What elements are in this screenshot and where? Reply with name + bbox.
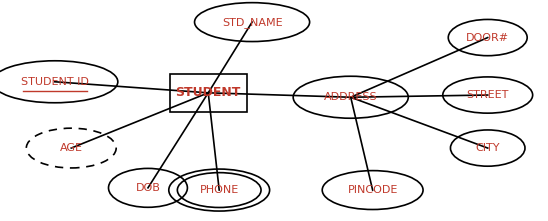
Text: AGE: AGE	[60, 143, 83, 153]
Text: DOOR#: DOOR#	[466, 32, 509, 43]
Text: PHONE: PHONE	[199, 185, 239, 195]
Text: STD_NAME: STD_NAME	[222, 17, 282, 28]
Text: ADDRESS: ADDRESS	[324, 92, 378, 102]
Bar	[170, 74, 247, 112]
Text: PINCODE: PINCODE	[347, 185, 398, 195]
Text: CITY: CITY	[476, 143, 500, 153]
Text: DOB: DOB	[135, 183, 161, 193]
Text: STREET: STREET	[466, 90, 509, 100]
Text: STUDENT ID: STUDENT ID	[21, 77, 89, 87]
Text: STUDENT: STUDENT	[175, 86, 241, 99]
